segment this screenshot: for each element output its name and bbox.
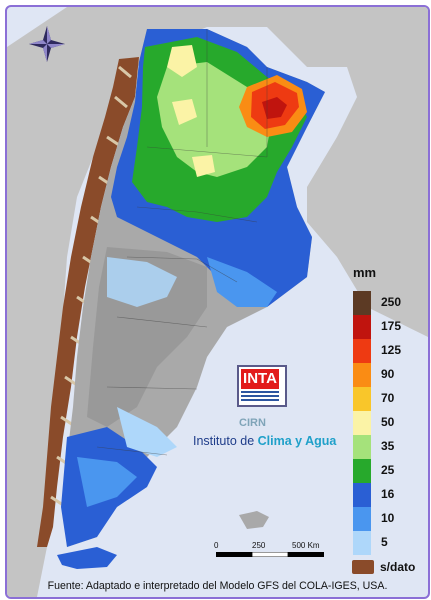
- legend-label-90: 90: [381, 367, 395, 381]
- institute-prefix: Instituto de: [193, 434, 255, 448]
- inta-logo: INTA: [237, 365, 287, 409]
- scale-bar-graphic: [216, 552, 324, 557]
- legend-swatch-125: [353, 339, 371, 363]
- nodata-label: s/dato: [380, 560, 416, 574]
- rain-coast-south: [117, 407, 177, 457]
- legend-unit: mm: [353, 265, 377, 280]
- rain-lightgreen: [157, 62, 272, 177]
- tierra-del-fuego: [57, 547, 117, 569]
- legend-label-175: 175: [381, 319, 402, 333]
- legend-label-16: 16: [381, 487, 395, 501]
- legend-label-25: 25: [381, 463, 395, 477]
- legend-label-5: 5: [381, 535, 388, 549]
- scale-label-500: 500 Km: [292, 541, 320, 550]
- legend-swatch-70: [353, 387, 371, 411]
- rain-lightblue-south: [77, 457, 137, 507]
- legend-label-50: 50: [381, 415, 395, 429]
- nodata-strip: [37, 57, 139, 547]
- cirn-label: CIRN: [239, 417, 266, 429]
- legend-swatch-5: [353, 531, 371, 555]
- legend-swatch-175: [353, 315, 371, 339]
- scale-label-250: 250: [252, 541, 266, 550]
- legend-swatch-25: [353, 459, 371, 483]
- rain-lightblue-pampa: [107, 257, 177, 307]
- rain-lightblue-edge: [207, 257, 277, 307]
- neighbour-land: [7, 7, 428, 597]
- legend-label-10: 10: [381, 511, 395, 525]
- legend-swatch-16: [353, 483, 371, 507]
- malvinas: [239, 511, 269, 529]
- legend-label-35: 35: [381, 439, 395, 453]
- nodata-swatch: [352, 560, 374, 574]
- legend-swatch-90: [353, 363, 371, 387]
- institute-name: Instituto de Clima y Agua: [193, 434, 336, 448]
- rain-paleyellow: [167, 45, 215, 177]
- footer-source: Fuente: Adaptado e interpretado del Mode…: [47, 580, 388, 592]
- legend-swatch-250: [353, 291, 371, 315]
- legend-swatch-35: [353, 435, 371, 459]
- legend-swatch-10: [353, 507, 371, 531]
- inta-logo-text: INTA: [241, 369, 279, 389]
- rain-darkred: [262, 97, 287, 119]
- legend-label-70: 70: [381, 391, 395, 405]
- precipitation-map: [7, 7, 428, 597]
- legend-label-250: 250: [381, 295, 402, 309]
- legend-label-125: 125: [381, 343, 402, 357]
- nodata-texture: [50, 65, 132, 507]
- province-borders: [96, 29, 268, 456]
- legend-swatch-50: [353, 411, 371, 435]
- scale-bar: 0 250 500 Km: [212, 541, 332, 567]
- map-frame: mm 250 175 125 90 70 50 35 25 16 10 5 INTA CIRN In…: [5, 5, 430, 599]
- compass-rose-icon: [29, 26, 65, 62]
- institute-highlight: Clima y Agua: [257, 434, 337, 448]
- scale-label-0: 0: [214, 541, 219, 550]
